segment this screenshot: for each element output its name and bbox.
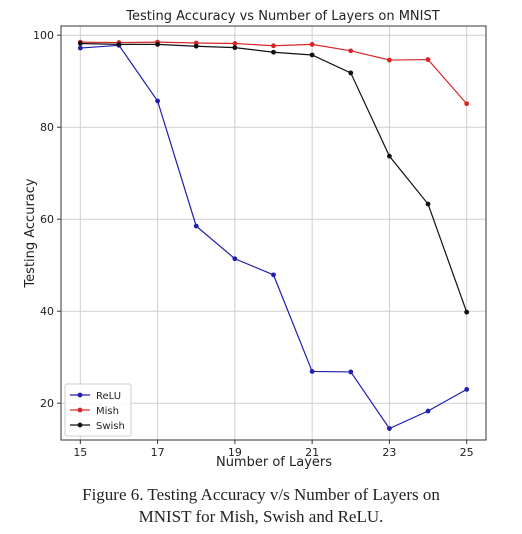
data-point-swish: [77, 41, 83, 46]
x-tick-label: 21: [305, 446, 319, 459]
x-tick-label: 19: [228, 446, 242, 459]
x-axis-label: Number of Layers: [216, 455, 332, 470]
data-point-mish: [464, 101, 470, 107]
series-line-swish: [80, 42, 468, 313]
data-point-swish: [271, 49, 276, 55]
x-tick-label: 23: [382, 446, 396, 459]
figure-caption-line-1: Figure 6. Testing Accuracy v/s Number of…: [82, 485, 440, 504]
data-point-mish: [348, 48, 354, 54]
data-point-mish: [309, 42, 315, 47]
y-tick-label: 20: [40, 397, 54, 410]
axes: 15 17 19 21 23 25 20 40 60 80 100: [33, 25, 487, 459]
y-tick-label: 80: [40, 121, 54, 134]
x-tick-label: 15: [73, 446, 87, 459]
data-point-swish: [464, 309, 470, 315]
y-tick-label: 40: [40, 305, 54, 318]
figure-caption-line-2: MNIST for Mish, Swish and ReLU.: [138, 507, 384, 526]
legend-label-relu: ReLU: [96, 391, 121, 402]
legend-marker-swish: [77, 422, 83, 428]
series-relu: [77, 42, 470, 431]
data-point-mish: [425, 57, 431, 62]
data-point-swish: [232, 45, 238, 51]
data-point-swish: [193, 43, 199, 49]
data-point-mish: [387, 57, 392, 63]
data-point-swish: [425, 201, 431, 207]
data-point-relu: [232, 256, 238, 262]
legend-box: [64, 383, 132, 437]
legend: ReLU Mish Swish: [64, 383, 132, 437]
y-tick-label: 60: [40, 213, 54, 226]
data-point-relu: [77, 45, 83, 51]
legend-label-mish: Mish: [96, 406, 119, 417]
x-tick-label: 25: [460, 446, 474, 459]
chart-title: Testing Accuracy vs Number of Layers on …: [125, 9, 439, 24]
data-point-relu: [155, 98, 160, 104]
data-point-relu: [193, 223, 199, 229]
data-point-swish: [348, 70, 354, 76]
series-swish: [77, 41, 470, 315]
data-point-swish: [155, 42, 160, 47]
series-line-relu: [80, 44, 467, 430]
series-layer: [77, 39, 470, 431]
data-point-swish: [387, 153, 392, 159]
data-point-relu: [387, 426, 392, 431]
grid: [61, 26, 486, 440]
series-mish: [77, 39, 470, 107]
data-point-relu: [348, 369, 354, 375]
data-point-relu: [464, 387, 470, 392]
data-point-relu: [271, 272, 276, 278]
data-point-relu: [309, 369, 315, 374]
legend-marker-relu: [77, 392, 83, 398]
data-point-swish: [116, 42, 122, 47]
legend-label-swish: Swish: [96, 421, 125, 432]
data-point-relu: [425, 408, 431, 414]
data-point-mish: [232, 41, 238, 46]
y-axis-label: Testing Accuracy: [23, 178, 38, 288]
data-point-mish: [271, 43, 276, 49]
y-tick-label: 100: [33, 29, 54, 42]
x-tick-label: 17: [151, 446, 165, 459]
line-chart: Testing Accuracy vs Number of Layers on …: [23, 9, 487, 470]
plot-frame: [60, 25, 487, 441]
legend-marker-mish: [77, 407, 83, 413]
data-point-swish: [309, 52, 315, 58]
